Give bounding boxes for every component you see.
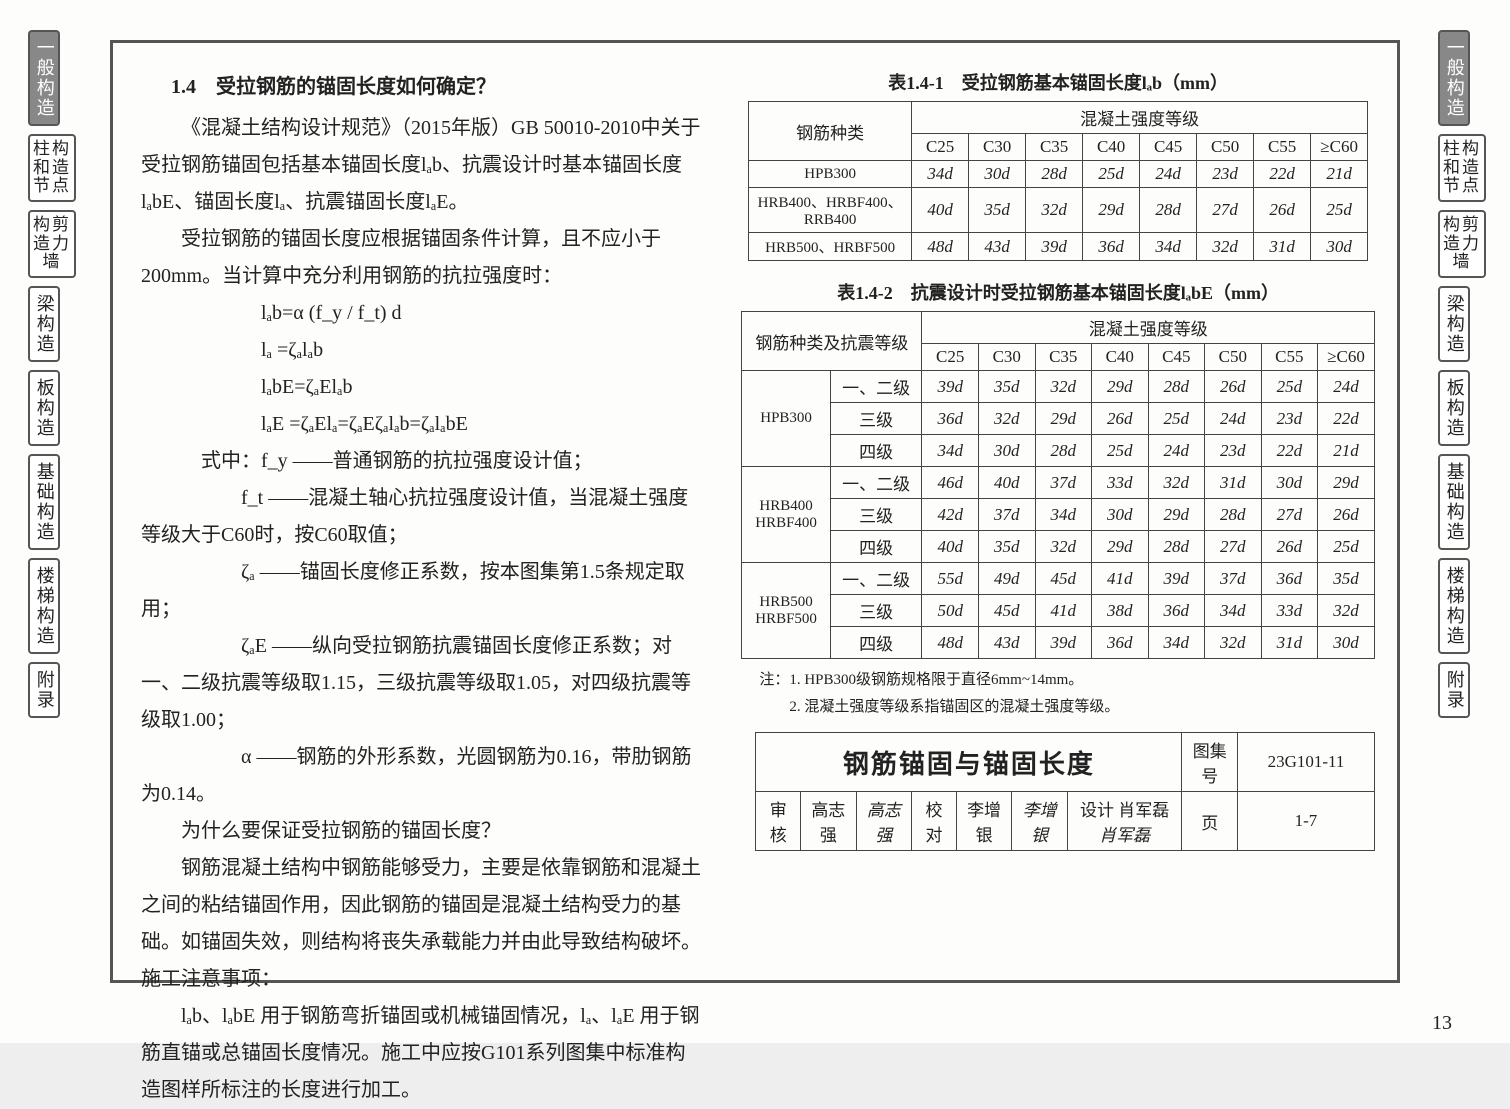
ye-value: 1-7 bbox=[1237, 792, 1374, 851]
legend-za: ζₐ ——锚固长度修正系数，按本图集第1.5条规定取用； bbox=[141, 554, 701, 628]
table2: 钢筋种类及抗震等级混凝土强度等级C25C30C35C40C45C50C55≥C6… bbox=[741, 311, 1375, 659]
tab-appendix[interactable]: 附录 bbox=[28, 662, 60, 718]
tab-foundation[interactable]: 基础构造 bbox=[28, 454, 60, 550]
tab-beam[interactable]: 梁构造 bbox=[28, 286, 60, 362]
formula-labe: lₐbE=ζₐElₐb bbox=[141, 369, 701, 406]
tab-shear-wall-r[interactable]: 构剪造力墙 bbox=[1438, 210, 1486, 278]
legend-fy: 式中：f_y ——普通钢筋的抗拉强度设计值； bbox=[141, 443, 701, 480]
titlebox-tuji-label: 图集号 bbox=[1182, 733, 1238, 792]
table1: 钢筋种类混凝土强度等级C25C30C35C40C45C50C55≥C60HPB3… bbox=[748, 101, 1368, 261]
tab-column-joint[interactable]: 柱构和造节点 bbox=[28, 134, 76, 202]
tab-general[interactable]: 一般构造 bbox=[28, 30, 60, 126]
tabs-left: 一般构造 柱构和造节点 构剪造力墙 梁构造 板构造 基础构造 楼梯构造 附录 bbox=[28, 30, 72, 726]
ye-label: 页 bbox=[1182, 792, 1238, 851]
para-6: lₐb、lₐbE 用于钢筋弯折锚固或机械锚固情况，lₐ、lₐE 用于钢筋直锚或总… bbox=[141, 998, 701, 1109]
formula-la: lₐ =ζₐlₐb bbox=[141, 332, 701, 369]
page: 一般构造 柱构和造节点 构剪造力墙 梁构造 板构造 基础构造 楼梯构造 附录 一… bbox=[0, 0, 1510, 1043]
sheji-sign: 肖军磊 bbox=[1099, 826, 1150, 845]
title-box: 钢筋锚固与锚固长度 图集号 23G101-11 审核 高志强 高志强 校对 李增… bbox=[755, 732, 1375, 851]
tab-stair[interactable]: 楼梯构造 bbox=[28, 558, 60, 654]
legend-ft: f_t ——混凝土轴心抗拉强度设计值，当混凝土强度等级大于C60时，按C60取值… bbox=[141, 480, 701, 554]
tabs-right: 一般构造 柱构和造节点 构剪造力墙 梁构造 板构造 基础构造 楼梯构造 附录 bbox=[1438, 30, 1482, 726]
sheji-label: 设计 bbox=[1080, 801, 1114, 820]
titlebox-tuji-value: 23G101-11 bbox=[1237, 733, 1374, 792]
tab-foundation-r[interactable]: 基础构造 bbox=[1438, 454, 1470, 550]
tab-slab-r[interactable]: 板构造 bbox=[1438, 370, 1470, 446]
formula-lab: lₐb=α (f_y / f_t) d bbox=[141, 295, 701, 332]
sheji-name: 肖军磊 bbox=[1118, 801, 1169, 820]
tab-shear-wall[interactable]: 构剪造力墙 bbox=[28, 210, 76, 278]
page-number: 13 bbox=[1432, 1012, 1452, 1035]
tab-general-r[interactable]: 一般构造 bbox=[1438, 30, 1470, 126]
para-1: 《混凝土结构设计规范》（2015年版）GB 50010-2010中关于受拉钢筋锚… bbox=[141, 110, 701, 221]
legend-alpha: α ——钢筋的外形系数，光圆钢筋为0.16，带肋钢筋为0.14。 bbox=[141, 739, 701, 813]
titlebox-title: 钢筋锚固与锚固长度 bbox=[756, 733, 1182, 792]
table2-note1: 注：1. HPB300级钢筋规格限于直径6mm~14mm。 bbox=[759, 669, 1375, 692]
table2-note2: 2. 混凝土强度等级系指锚固区的混凝土强度等级。 bbox=[759, 696, 1375, 719]
tab-stair-r[interactable]: 楼梯构造 bbox=[1438, 558, 1470, 654]
jiaodui-sign: 李增银 bbox=[1012, 792, 1068, 851]
section-heading: 1.4 受拉钢筋的锚固长度如何确定？ bbox=[141, 69, 701, 106]
tab-beam-r[interactable]: 梁构造 bbox=[1438, 286, 1470, 362]
para-3: 为什么要保证受拉钢筋的锚固长度？ bbox=[141, 813, 701, 850]
para-2: 受拉钢筋的锚固长度应根据锚固条件计算，且不应小于200mm。当计算中充分利用钢筋… bbox=[141, 221, 701, 295]
para-4: 钢筋混凝土结构中钢筋能够受力，主要是依靠钢筋和混凝土之间的粘结锚固作用，因此钢筋… bbox=[141, 850, 701, 961]
table1-title: 表1.4-1 受拉钢筋基本锚固长度lₐb（mm） bbox=[741, 69, 1375, 95]
text-column: 1.4 受拉钢筋的锚固长度如何确定？ 《混凝土结构设计规范》（2015年版）GB… bbox=[113, 43, 729, 980]
jiaodui-name: 李增银 bbox=[956, 792, 1012, 851]
shenhe-sign: 高志强 bbox=[856, 792, 912, 851]
tab-column-joint-r[interactable]: 柱构和造节点 bbox=[1438, 134, 1486, 202]
table-column: 表1.4-1 受拉钢筋基本锚固长度lₐb（mm） 钢筋种类混凝土强度等级C25C… bbox=[729, 43, 1397, 980]
content-frame: 1.4 受拉钢筋的锚固长度如何确定？ 《混凝土结构设计规范》（2015年版）GB… bbox=[110, 40, 1400, 983]
table2-title: 表1.4-2 抗震设计时受拉钢筋基本锚固长度lₐbE（mm） bbox=[741, 279, 1375, 305]
jiaodui-label: 校对 bbox=[912, 792, 957, 851]
para-5: 施工注意事项： bbox=[141, 961, 701, 998]
legend-zae: ζₐE ——纵向受拉钢筋抗震锚固长度修正系数；对一、二级抗震等级取1.15，三级… bbox=[141, 628, 701, 739]
tab-slab[interactable]: 板构造 bbox=[28, 370, 60, 446]
shenhe-label: 审核 bbox=[756, 792, 801, 851]
shenhe-name: 高志强 bbox=[801, 792, 857, 851]
tab-appendix-r[interactable]: 附录 bbox=[1438, 662, 1470, 718]
formula-lae: lₐE =ζₐElₐ=ζₐEζₐlₐb=ζₐlₐbE bbox=[141, 406, 701, 443]
